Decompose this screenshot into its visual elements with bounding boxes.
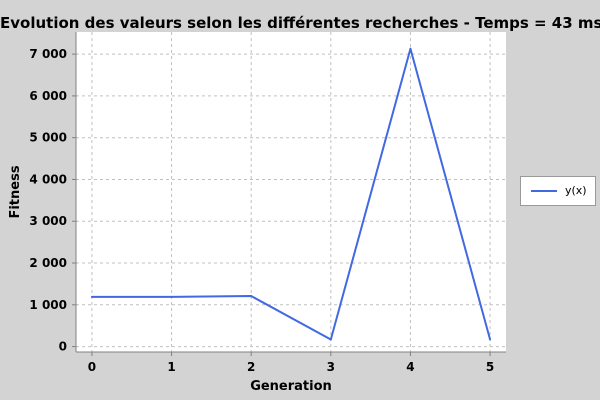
- data-point: [409, 47, 412, 50]
- y-tick-label: 2 000: [29, 256, 67, 270]
- y-tick-label: 7 000: [29, 47, 67, 61]
- y-tick-label: 4 000: [29, 172, 67, 186]
- legend: y(x): [520, 176, 596, 206]
- x-tick-label: 4: [406, 360, 414, 374]
- x-tick-label: 0: [88, 360, 96, 374]
- y-tick-label: 0: [59, 340, 67, 354]
- plot-area: [76, 32, 506, 352]
- data-point: [489, 338, 492, 341]
- data-point: [170, 295, 173, 298]
- x-axis-label: Generation: [250, 379, 332, 394]
- chart-title: Evolution des valeurs selon les différen…: [0, 14, 600, 32]
- x-tick-label: 2: [247, 360, 255, 374]
- legend-label: y(x): [565, 184, 587, 197]
- y-tick-label: 6 000: [29, 89, 67, 103]
- series: [90, 47, 492, 341]
- x-tick-label: 3: [327, 360, 335, 374]
- data-point: [90, 295, 93, 298]
- y-tick-label: 1 000: [29, 298, 67, 312]
- grid: [76, 32, 506, 352]
- ticks: 0 1 000 2 000 3 000 4 000 5 000 6 000 7 000 0 1 2 3…: [29, 47, 494, 374]
- series-line: [91, 47, 492, 341]
- legend-swatch: [531, 190, 557, 192]
- y-tick-label: 5 000: [29, 131, 67, 145]
- x-tick-label: 5: [486, 360, 494, 374]
- y-axis-label: Fitness: [8, 165, 23, 218]
- x-tick-label: 1: [167, 360, 175, 374]
- data-point: [329, 338, 332, 341]
- y-tick-label: 3 000: [29, 214, 67, 228]
- data-point: [250, 295, 253, 298]
